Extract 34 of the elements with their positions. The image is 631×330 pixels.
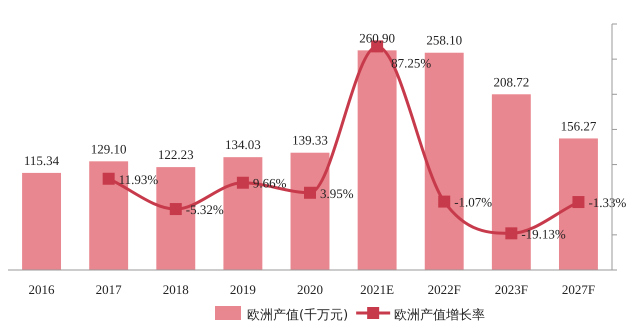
point <box>505 227 518 240</box>
data-label: -1.07% <box>454 194 492 210</box>
x-tick-label: 2023F <box>494 282 528 297</box>
data-label: 258.10 <box>426 32 462 48</box>
x-tick-label: 2022F <box>428 282 461 297</box>
point <box>304 186 316 199</box>
x-tick-label: 2016 <box>28 282 56 297</box>
data-label: 139.33 <box>292 132 328 148</box>
data-label: -1.33% <box>588 195 627 210</box>
data-label: 3.95% <box>320 186 354 201</box>
point <box>236 176 249 189</box>
x-tick-label: 2018 <box>162 282 189 297</box>
point <box>438 196 450 208</box>
x-tick-label: 2019 <box>230 282 256 297</box>
bar <box>22 172 62 270</box>
x-tick-label: 2020 <box>297 282 323 297</box>
data-label: 11.93% <box>118 172 158 187</box>
data-label: -5.32% <box>186 202 224 218</box>
point <box>170 203 182 216</box>
x-tick-label: 2021E <box>360 282 394 297</box>
point <box>572 196 584 208</box>
data-label: -19.13% <box>521 226 566 242</box>
data-label: 134.03 <box>225 137 261 152</box>
data-label: 115.34 <box>24 152 60 168</box>
data-label: 208.72 <box>493 74 530 90</box>
x-tick-label: 2017 <box>96 282 122 297</box>
legend-label: 欧洲产值(千万元) <box>247 308 348 323</box>
data-label: 260.90 <box>359 30 395 46</box>
data-label: 129.10 <box>90 141 127 156</box>
data-label: 122.23 <box>158 147 194 162</box>
data-label: 156.27 <box>560 118 597 134</box>
point <box>102 172 115 185</box>
legend-label: 欧洲产值增长率 <box>394 307 486 323</box>
x-tick-label: 2027F <box>562 282 596 297</box>
